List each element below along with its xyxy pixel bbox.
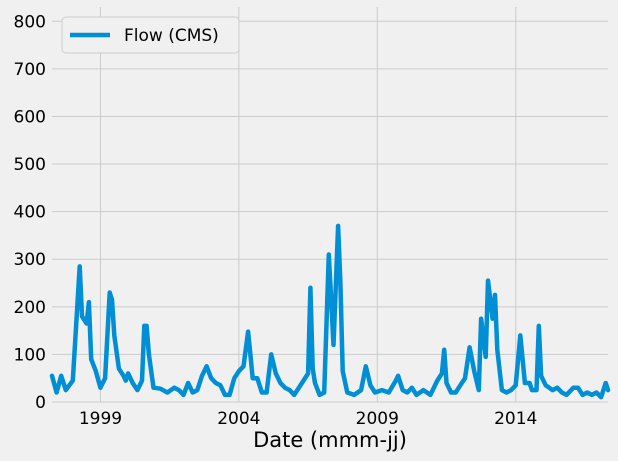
x-tick-label: 2014 [494,409,537,429]
series-group [49,223,611,400]
series-line-flow [49,223,611,400]
legend-box [61,16,240,54]
y-tick-label: 0 [35,393,46,413]
legend: Flow (CMS) [61,16,240,54]
x-axis-label: Date (mmm-jj) [253,428,407,452]
grid-lines [52,7,608,403]
y-tick-label: 400 [14,203,46,223]
y-tick-label: 300 [14,250,46,270]
y-tick-labels: 0 100 200 300 400 500 600 700 800 [14,12,46,413]
legend-label-flow: Flow (CMS) [124,26,219,46]
x-tick-label: 2009 [356,409,399,429]
y-tick-label: 500 [14,155,46,175]
y-tick-label: 800 [14,12,46,32]
y-tick-label: 200 [14,298,46,318]
y-tick-label: 700 [14,60,46,80]
plot-background [52,7,608,402]
x-tick-label: 1999 [79,409,122,429]
y-tick-label: 600 [14,107,46,127]
x-tick-label: 2004 [217,409,260,429]
y-tick-label: 100 [14,345,46,365]
x-tick-labels: 1999 2004 2009 2014 [79,409,538,429]
